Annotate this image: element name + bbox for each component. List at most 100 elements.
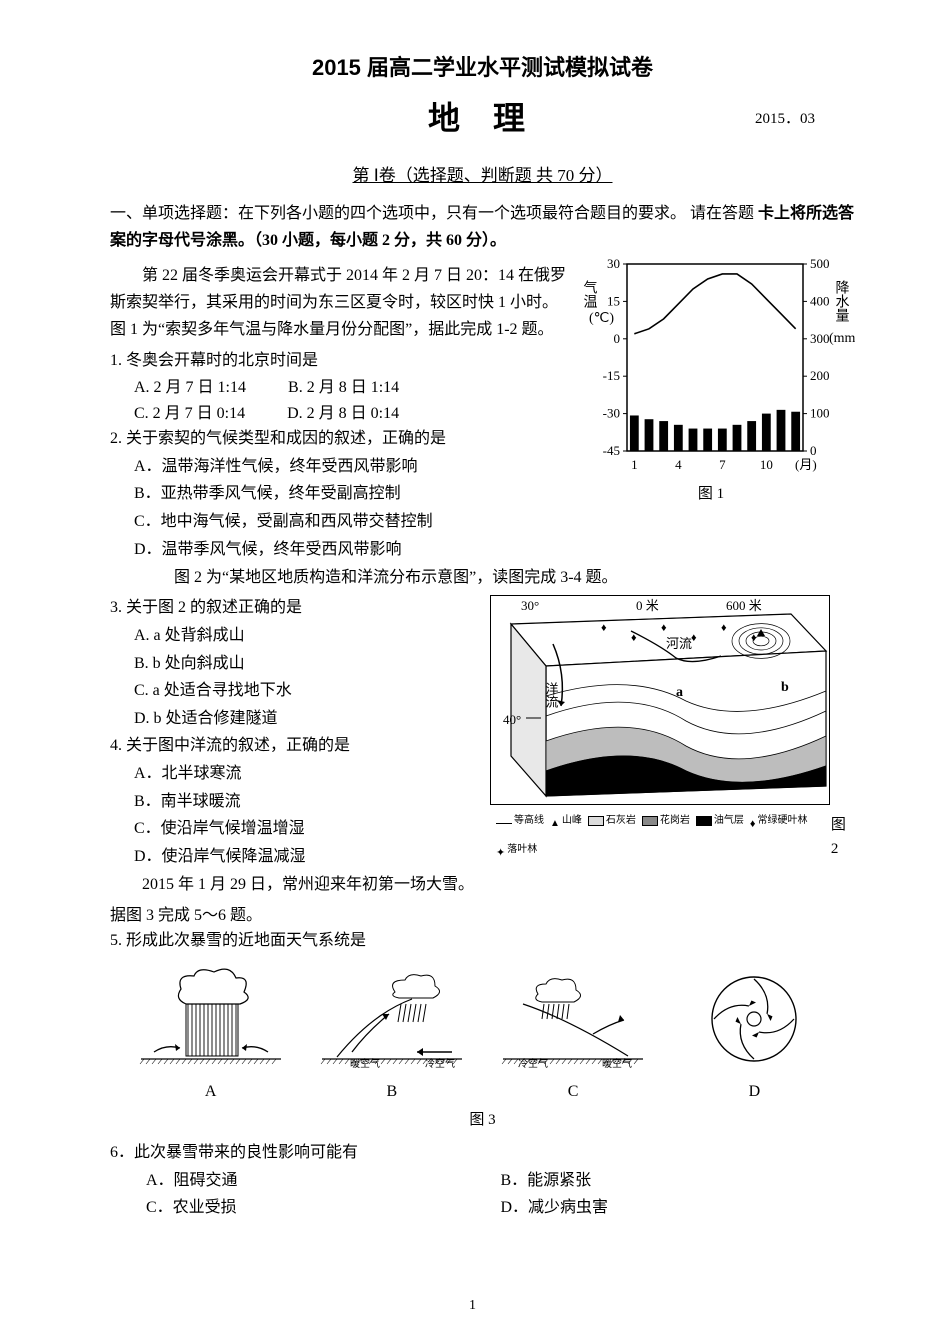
svg-text:(月): (月) xyxy=(795,457,817,472)
svg-text:♦: ♦ xyxy=(631,632,637,644)
svg-text:河流: 河流 xyxy=(666,636,692,651)
svg-text:洋流: 洋流 xyxy=(544,682,559,708)
svg-text:-45: -45 xyxy=(603,443,620,458)
q4-C: C．使沿岸气候增温增湿 xyxy=(134,816,480,842)
fig3-C: 冷空气 暖空气 C xyxy=(493,964,653,1105)
q2-options: A．温带海洋性气候，终年受西风带影响 B．亚热带季风气候，终年受副高控制 C．地… xyxy=(110,454,567,562)
svg-text:0 米: 0 米 xyxy=(636,598,659,613)
svg-text:暖空气: 暖空气 xyxy=(602,1057,632,1069)
svg-text:♦: ♦ xyxy=(661,622,667,634)
q4-D: D．使沿岸气候降温减湿 xyxy=(134,844,480,870)
svg-text:冷空气: 冷空气 xyxy=(425,1057,455,1069)
q6-stem: 6．此次暴雪带来的良性影响可能有 xyxy=(110,1140,855,1166)
svg-text:200: 200 xyxy=(810,368,830,383)
q2-C: C．地中海气候，受副高和西风带交替控制 xyxy=(134,509,567,535)
title-row: 地 理 2015．03 xyxy=(110,93,855,144)
figure-1-container: 30150-15-30-45500400300200100014710(月)气温… xyxy=(567,262,855,564)
q6-A: A．阻碍交通 xyxy=(146,1168,501,1194)
instruct-text-1: 一、单项选择题：在下列各小题的四个选项中，只有一个选项最符合题目的要求。 请在答… xyxy=(110,205,754,222)
passage-3a: 2015 年 1 月 29 日，常州迎来年初第一场大雪。 xyxy=(110,871,480,898)
figure-3-container: A 暖空气 冷空气 B 冷空气 暖空气 C D 图 3 xyxy=(110,964,855,1132)
figure-2-caption: 图 2 xyxy=(831,813,855,861)
figure-2-diagram: 30° 0 米 600 米 40° 洋流 河流 a b ♦ ♦ ♦ ♦ ♦ ♦ xyxy=(490,595,830,805)
fig3-C-label: C xyxy=(493,1079,653,1105)
page-number: 1 xyxy=(469,1295,476,1317)
svg-text:4: 4 xyxy=(675,457,682,472)
q1-D: D. 2 月 8 日 0:14 xyxy=(287,401,399,427)
q4-A: A．北半球寒流 xyxy=(134,761,480,787)
svg-text:气温: 气温 xyxy=(582,280,598,308)
svg-text:7: 7 xyxy=(719,457,726,472)
svg-text:100: 100 xyxy=(810,406,830,421)
q5-stem: 5. 形成此次暴雪的近地面天气系统是 xyxy=(110,928,855,954)
fig3-D-label: D xyxy=(674,1079,834,1105)
svg-text:♦: ♦ xyxy=(691,632,697,644)
q3-D: D. b 处适合修建隧道 xyxy=(134,706,480,732)
q4-stem: 4. 关于图中洋流的叙述，正确的是 xyxy=(110,733,480,759)
figure-2-container: 30° 0 米 600 米 40° 洋流 河流 a b ♦ ♦ ♦ ♦ ♦ ♦ 等高线▲山峰石灰岩花岗岩油… xyxy=(490,595,855,902)
q3-C: C. a 处适合寻找地下水 xyxy=(134,678,480,704)
svg-text:0: 0 xyxy=(810,443,817,458)
svg-text:冷空气: 冷空气 xyxy=(518,1057,548,1069)
q1-A: A. 2 月 7 日 1:14 xyxy=(134,375,246,401)
fig3-B: 暖空气 冷空气 B xyxy=(312,964,472,1105)
svg-text:15: 15 xyxy=(607,293,620,308)
svg-text:a: a xyxy=(676,685,683,700)
svg-text:♦: ♦ xyxy=(601,622,607,634)
fig3-B-label: B xyxy=(312,1079,472,1105)
q3-stem: 3. 关于图 2 的叙述正确的是 xyxy=(110,595,480,621)
q2-B: B．亚热带季风气候，终年受副高控制 xyxy=(134,481,567,507)
q1-C: C. 2 月 7 日 0:14 xyxy=(134,401,245,427)
q1-stem: 1. 冬奥会开幕时的北京时间是 xyxy=(110,348,567,374)
instructions: 一、单项选择题：在下列各小题的四个选项中，只有一个选项最符合题目的要求。 请在答… xyxy=(110,200,855,254)
svg-text:600 米: 600 米 xyxy=(726,598,762,613)
q1-options: A. 2 月 7 日 1:14 B. 2 月 8 日 1:14 C. 2 月 7… xyxy=(110,375,567,426)
q6-C: C．农业受损 xyxy=(146,1195,501,1221)
block-2: 3. 关于图 2 的叙述正确的是 A. a 处背斜成山 B. b 处向斜成山 C… xyxy=(110,595,855,902)
q6-options: A．阻碍交通 B．能源紧张 C．农业受损 D．减少病虫害 xyxy=(110,1168,855,1221)
svg-text:30°: 30° xyxy=(521,598,539,613)
svg-text:300: 300 xyxy=(810,331,830,346)
figure-1-caption: 图 1 xyxy=(567,482,855,506)
q4-B: B．南半球暖流 xyxy=(134,789,480,815)
q6-D: D．减少病虫害 xyxy=(501,1195,856,1221)
title-subject: 地 理 xyxy=(428,93,537,144)
passage-3b: 据图 3 完成 5～6 题。 xyxy=(110,903,855,929)
svg-text:0: 0 xyxy=(614,331,621,346)
passage-2: 图 2 为“某地区地质构造和洋流分布示意图”，读图完成 3-4 题。 xyxy=(110,564,855,591)
svg-text:40°: 40° xyxy=(503,712,521,727)
svg-text:500: 500 xyxy=(810,256,830,271)
svg-text:♦: ♦ xyxy=(751,632,757,644)
q6-B: B．能源紧张 xyxy=(501,1168,856,1194)
svg-text:暖空气: 暖空气 xyxy=(350,1057,380,1069)
svg-text:-30: -30 xyxy=(603,406,620,421)
q2-D: D．温带季风气候，终年受西风带影响 xyxy=(134,537,567,563)
svg-text:10: 10 xyxy=(760,457,773,472)
q1-B: B. 2 月 8 日 1:14 xyxy=(288,375,399,401)
q4-options: A．北半球寒流 B．南半球暖流 C．使沿岸气候增温增湿 D．使沿岸气候降温减湿 xyxy=(110,761,480,869)
section-header: 第 Ⅰ卷（选择题、判断题 共 70 分） xyxy=(110,162,855,189)
svg-text:(℃): (℃) xyxy=(589,311,614,326)
q3-A: A. a 处背斜成山 xyxy=(134,623,480,649)
fig3-A-label: A xyxy=(131,1079,291,1105)
svg-text:400: 400 xyxy=(810,293,830,308)
q3-options: A. a 处背斜成山 B. b 处向斜成山 C. a 处适合寻找地下水 D. b… xyxy=(110,623,480,731)
figure-3-caption: 图 3 xyxy=(110,1108,855,1132)
svg-text:降水量: 降水量 xyxy=(834,280,850,322)
q2-A: A．温带海洋性气候，终年受西风带影响 xyxy=(134,454,567,480)
fig3-A: A xyxy=(131,964,291,1105)
svg-text:♦: ♦ xyxy=(721,622,727,634)
block-1: 第 22 届冬季奥运会开幕式于 2014 年 2 月 7 日 20：14 在俄罗… xyxy=(110,262,855,564)
svg-text:1: 1 xyxy=(631,457,638,472)
figure-1-chart: 30 15 0 -15 -30 -45 500 400 300 200 100 0 1 4 7 10 (月) 气温… xyxy=(575,254,855,479)
svg-text:(mm): (mm) xyxy=(829,331,855,346)
figure-2-legend: 等高线▲山峰石灰岩花岗岩油气层♦常绿硬叶林✦落叶林 xyxy=(490,805,831,861)
passage-1: 第 22 届冬季奥运会开幕式于 2014 年 2 月 7 日 20：14 在俄罗… xyxy=(110,262,567,344)
svg-text:-15: -15 xyxy=(603,368,620,383)
fig3-D: D xyxy=(674,964,834,1105)
title-main: 2015 届高二学业水平测试模拟试卷 xyxy=(110,50,855,85)
q3-B: B. b 处向斜成山 xyxy=(134,651,480,677)
title-date: 2015．03 xyxy=(755,107,815,131)
svg-text:30: 30 xyxy=(607,256,620,271)
svg-text:b: b xyxy=(781,680,789,695)
